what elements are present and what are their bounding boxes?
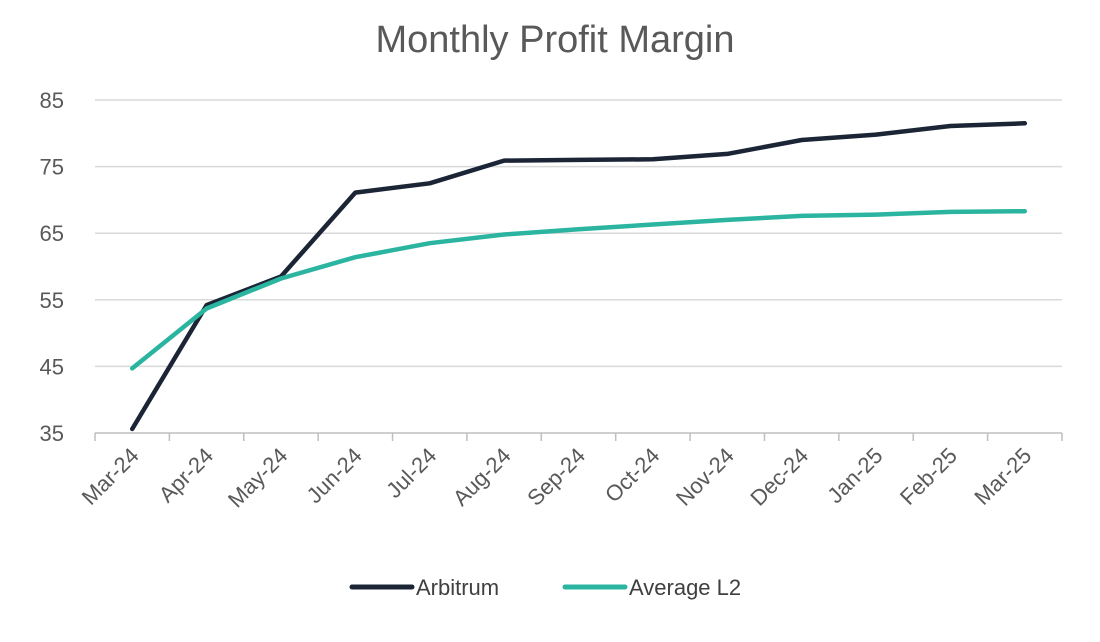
series-line-average-l2	[129, 208, 1028, 371]
x-axis	[94, 432, 1063, 441]
y-tick-label: 65	[40, 221, 64, 246]
x-tick-label: Oct-24	[600, 443, 664, 507]
x-tick-label: Jun-24	[302, 443, 367, 508]
x-tick-label: Jul-24	[381, 443, 441, 503]
y-tick-label: 45	[40, 354, 64, 379]
x-tick-label: Apr-24	[154, 443, 218, 507]
gridlines	[95, 99, 1062, 368]
legend-label: Arbitrum	[416, 575, 499, 600]
y-tick-label: 85	[40, 88, 64, 113]
y-axis-tick-labels: 35 45 55 65 75 85	[40, 88, 64, 446]
series-line-arbitrum	[129, 121, 1028, 432]
chart-title: Monthly Profit Margin	[375, 19, 734, 61]
x-tick-label: Feb-25	[895, 443, 962, 510]
legend-label: Average L2	[629, 575, 741, 600]
x-tick-label: Nov-24	[671, 443, 739, 511]
x-tick-label: Sep-24	[522, 443, 590, 511]
x-tick-label: May-24	[223, 443, 293, 513]
y-tick-label: 35	[40, 421, 64, 446]
x-tick-label: Dec-24	[745, 443, 813, 511]
x-tick-label: Jan-25	[822, 443, 887, 508]
x-tick-label: Mar-25	[969, 443, 1036, 510]
series-lines	[129, 121, 1028, 432]
y-tick-label: 75	[40, 155, 64, 180]
y-tick-label: 55	[40, 288, 64, 313]
x-axis-tick-labels: Mar-24 Apr-24 May-24 Jun-24 Jul-24 Aug-24 Sep-…	[77, 443, 1037, 513]
legend: Arbitrum Average L2	[349, 575, 741, 600]
x-tick-label: Aug-24	[448, 443, 516, 511]
x-tick-label: Mar-24	[77, 443, 144, 510]
